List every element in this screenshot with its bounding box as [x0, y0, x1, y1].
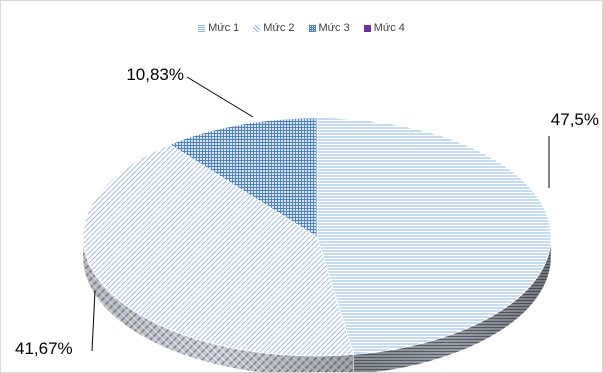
data-label-muc-2: 41,67% [15, 339, 73, 358]
data-label-muc-1: 47,5% [551, 110, 599, 129]
legend: Mức 1 Mức 2 Mức 3 Mức 4 [1, 22, 602, 34]
legend-label-muc-1: Mức 1 [208, 22, 240, 34]
pie-slice-muc-2 [82, 144, 355, 357]
legend-item-muc-4: Mức 4 [363, 22, 405, 34]
leader-line-muc-2 [91, 290, 96, 352]
legend-swatch-muc-1 [198, 24, 206, 32]
legend-label-muc-2: Mức 2 [263, 22, 295, 34]
legend-item-muc-1: Mức 1 [198, 22, 239, 34]
legend-item-muc-3: Mức 3 [308, 22, 350, 34]
data-label-muc-3: 10,83% [126, 65, 184, 84]
legend-item-muc-2: Mức 2 [253, 22, 295, 34]
legend-label-muc-4: Mức 4 [373, 22, 405, 34]
legend-swatch-muc-3 [308, 24, 316, 32]
pie-slice-muc-3 [168, 117, 318, 238]
legend-label-muc-3: Mức 3 [318, 22, 350, 34]
leader-line-muc-3 [186, 76, 254, 118]
pie-side-shade-muc-2 [83, 237, 354, 372]
legend-swatch-muc-2 [253, 24, 261, 32]
legend-swatch-muc-4 [363, 24, 371, 32]
pie-slice-muc-1 [316, 117, 552, 355]
pie-side-shade-muc-1 [353, 237, 551, 372]
